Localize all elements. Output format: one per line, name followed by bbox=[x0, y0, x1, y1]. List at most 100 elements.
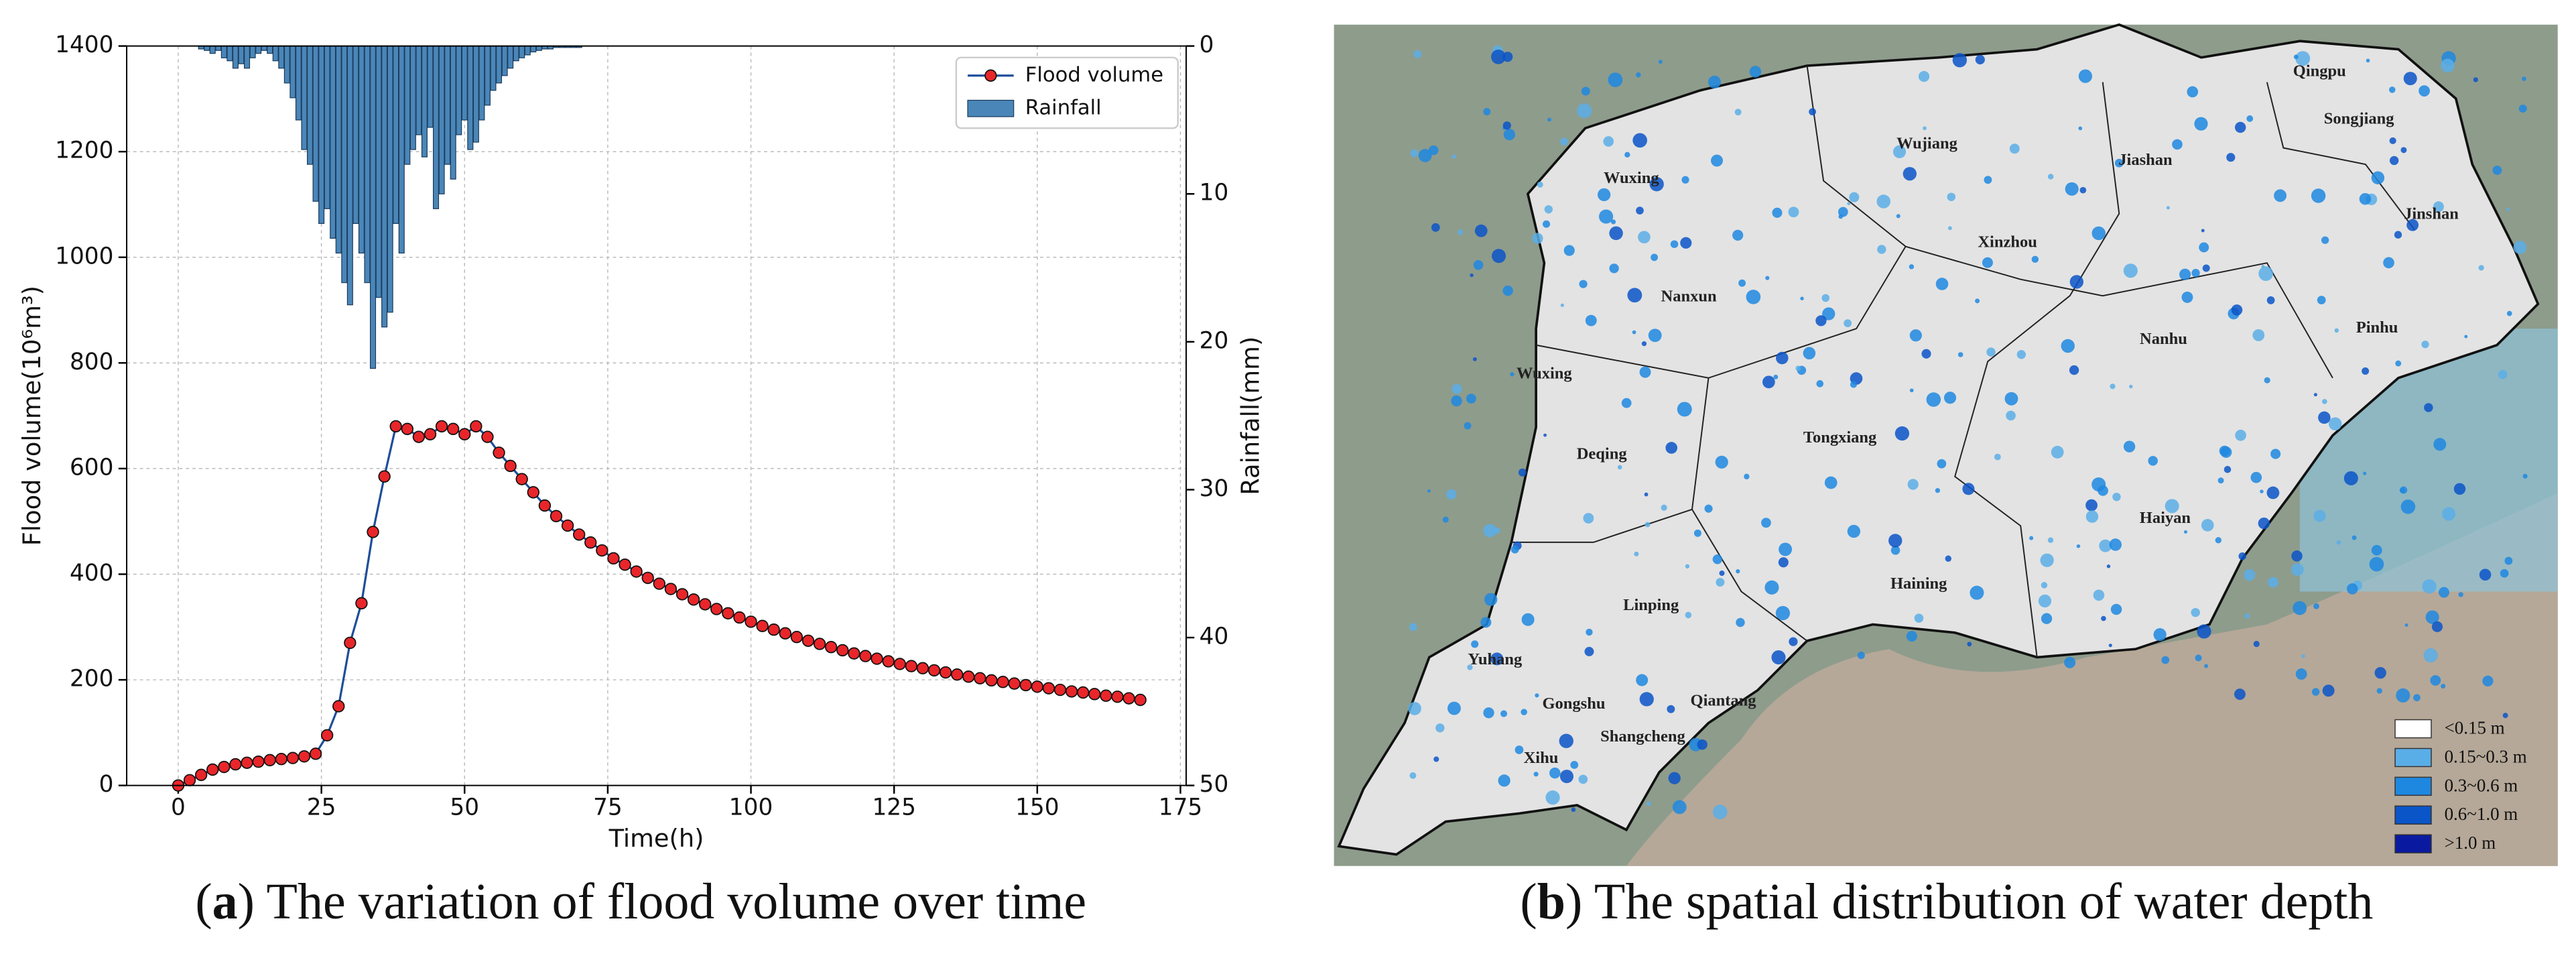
river-estuary bbox=[1626, 493, 2558, 866]
water-spot bbox=[1909, 388, 1914, 393]
water-spot bbox=[1632, 330, 1636, 335]
flood-point bbox=[1088, 688, 1101, 701]
water-spot bbox=[2424, 403, 2433, 412]
depth-label: 0.15~0.3 m bbox=[2445, 746, 2527, 766]
district-label: Wuxing bbox=[1604, 169, 1659, 187]
water-spot bbox=[1586, 628, 1593, 636]
water-spot bbox=[2441, 683, 2446, 688]
flood-point bbox=[722, 607, 734, 619]
rain-bar bbox=[472, 46, 479, 143]
water-spot bbox=[2123, 440, 2136, 453]
water-spot bbox=[1473, 260, 1484, 270]
water-spot bbox=[1581, 86, 1590, 96]
flood-point bbox=[309, 747, 322, 760]
flood-point bbox=[332, 700, 345, 713]
water-spot bbox=[1471, 640, 1479, 648]
water-spot bbox=[1609, 226, 1623, 241]
flood-point bbox=[687, 593, 700, 606]
water-spot bbox=[1779, 542, 1793, 556]
y-tick-label: 1000 bbox=[55, 243, 113, 270]
water-spot bbox=[2389, 156, 2399, 166]
water-spot bbox=[1994, 453, 2001, 461]
legend-swatch bbox=[967, 99, 1015, 117]
water-spot bbox=[1408, 701, 1421, 715]
water-spot bbox=[1636, 72, 1641, 78]
water-spot bbox=[2371, 544, 2382, 556]
water-spot bbox=[1621, 398, 1632, 408]
water-spot bbox=[1639, 366, 1651, 378]
water-spot bbox=[1771, 650, 1786, 665]
legend-marker bbox=[984, 69, 997, 82]
water-spot bbox=[1433, 756, 1439, 762]
water-spot bbox=[2473, 77, 2478, 82]
water-spot bbox=[2101, 615, 2106, 621]
flood-point bbox=[619, 558, 631, 571]
water-spot bbox=[2513, 241, 2527, 254]
rain-bar bbox=[335, 46, 342, 254]
flood-point bbox=[355, 597, 368, 610]
water-spot bbox=[1775, 605, 1791, 621]
water-spot bbox=[1533, 772, 1539, 777]
water-spot bbox=[2359, 192, 2372, 205]
flood-point bbox=[836, 644, 849, 657]
flood-point bbox=[905, 660, 918, 672]
water-spot bbox=[1636, 206, 1644, 215]
flood-point bbox=[996, 676, 1009, 688]
water-spot bbox=[1957, 352, 1963, 357]
x-axis-label: Time(h) bbox=[608, 824, 704, 853]
water-spot bbox=[1892, 145, 1907, 159]
water-spot bbox=[1984, 176, 1992, 184]
flood-point bbox=[871, 652, 883, 665]
water-spot bbox=[2258, 518, 2270, 530]
flood-point bbox=[504, 459, 517, 473]
rain-bar bbox=[461, 46, 468, 121]
flood-point bbox=[263, 754, 276, 767]
rain-bar bbox=[519, 46, 525, 58]
flood-point bbox=[790, 631, 803, 644]
water-spot bbox=[1789, 637, 1798, 646]
water-spot bbox=[2394, 231, 2402, 239]
water-spot bbox=[2498, 370, 2508, 379]
water-spot bbox=[1641, 341, 1647, 347]
water-spot bbox=[1451, 395, 1462, 407]
water-spot bbox=[1559, 770, 1573, 784]
water-spot bbox=[2502, 713, 2508, 719]
plot-frame bbox=[126, 45, 1187, 786]
water-spot bbox=[2153, 628, 2167, 642]
rain-bar bbox=[330, 46, 336, 239]
water-spot bbox=[1542, 220, 1551, 228]
water-spot bbox=[1624, 152, 1630, 158]
water-spot bbox=[2291, 550, 2303, 562]
water-spot bbox=[2069, 365, 2079, 375]
water-spot bbox=[1466, 394, 1476, 404]
water-spot bbox=[2374, 667, 2386, 679]
water-spot bbox=[1431, 223, 1440, 232]
water-spot bbox=[2217, 477, 2224, 484]
water-spot bbox=[2362, 367, 2370, 375]
water-spot bbox=[2404, 623, 2408, 627]
water-spot bbox=[2518, 105, 2527, 113]
water-spot bbox=[1510, 372, 1515, 377]
water-spot bbox=[1681, 176, 1689, 184]
water-spot bbox=[1409, 623, 1417, 632]
water-spot bbox=[1667, 705, 1675, 713]
water-spot bbox=[1677, 402, 1692, 417]
flood-point bbox=[756, 619, 769, 632]
water-spot bbox=[1778, 557, 1789, 568]
caption-part: ( bbox=[1520, 874, 1537, 930]
water-spot bbox=[1909, 329, 1922, 342]
water-spot bbox=[2038, 594, 2052, 608]
water-spot bbox=[2041, 582, 2048, 589]
water-spot bbox=[1909, 264, 1915, 270]
rain-bar bbox=[467, 46, 474, 150]
water-spot bbox=[1560, 303, 1564, 307]
water-spot bbox=[1906, 631, 1917, 642]
flood-point bbox=[745, 615, 757, 628]
depth-swatch bbox=[2394, 805, 2432, 825]
y2-tick-label: 20 bbox=[1200, 327, 1229, 354]
water-spot bbox=[2441, 58, 2455, 72]
rain-bar bbox=[415, 46, 422, 135]
rain-bar bbox=[278, 46, 285, 69]
district-label: Qingpu bbox=[2293, 62, 2346, 80]
water-spot bbox=[1903, 167, 1917, 181]
